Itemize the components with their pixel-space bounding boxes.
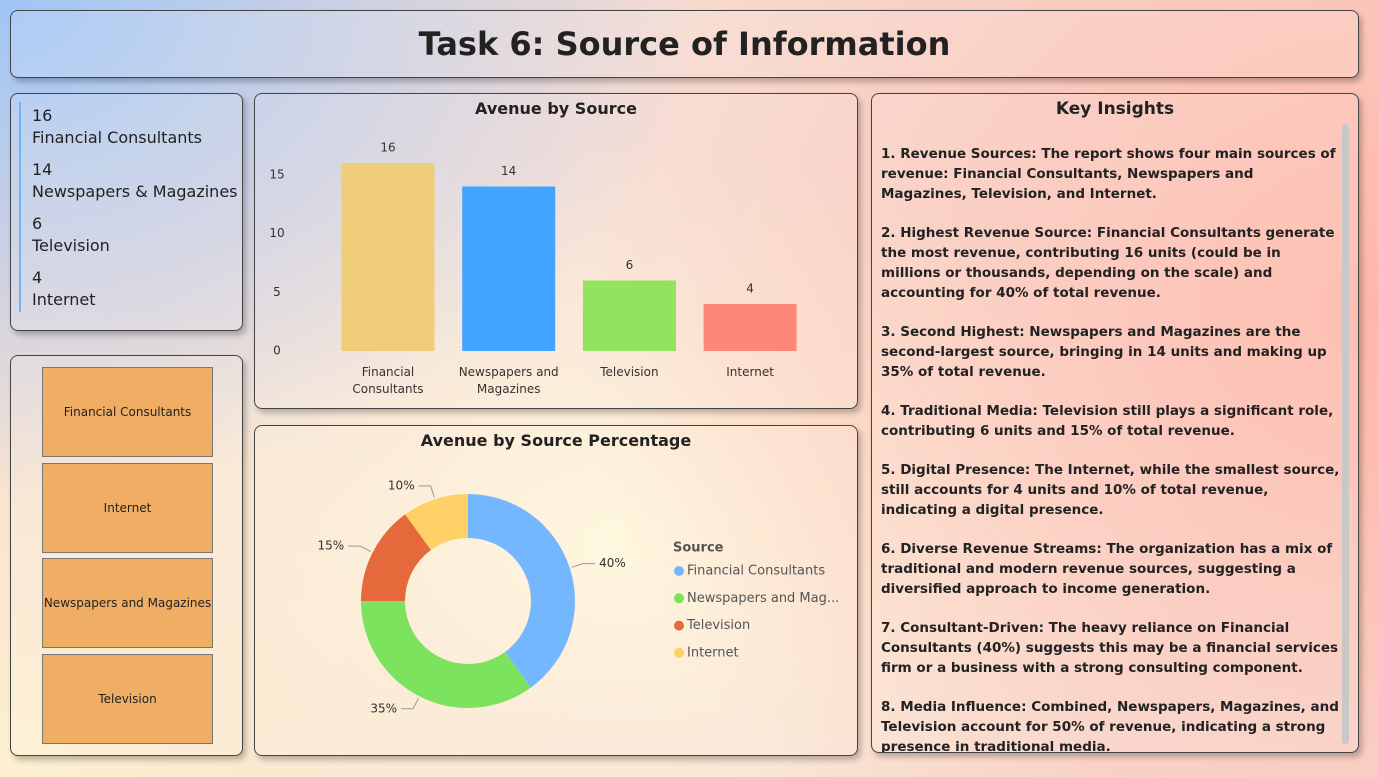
legend-swatch [674,620,684,631]
legend-title: Source [673,541,724,556]
card-label: Internet [32,290,96,309]
card-accent [19,102,21,312]
card-label: Financial Consultants [32,128,202,147]
data-label: 16 [380,141,395,155]
header: Task 6: Source of Information [10,10,1359,78]
legend-label: Financial Consultants [687,564,825,579]
card-value: 6 [32,214,43,233]
legend-label: Television [686,618,750,633]
donut-slice [468,494,575,688]
data-label: 4 [746,282,754,296]
insight: 3. Second Highest: Newspapers and Magazi… [881,324,1327,380]
insights-title: Key Insights [1055,99,1175,119]
bar [582,280,676,351]
data-label: 35% [370,701,397,715]
data-label: 15% [318,539,345,553]
donut-panel: Avenue by Source Percentage 40% Financial … [254,425,858,756]
bar [703,304,797,351]
insight: 1. Revenue Sources: The report shows fou… [881,146,1336,202]
card: 16 Financial Consultants [32,105,202,149]
card: 6 Television [32,213,110,257]
data-label: 14 [501,164,516,178]
data-label: 40% [599,556,626,570]
insight: 2. Highest Revenue Source: Financial Con… [881,225,1335,301]
x-tick-label: Television [600,365,659,379]
leader-line [571,563,596,568]
donut-chart: 40% Financial Consultants 35% Newspapers an… [318,478,840,715]
leader-line [348,545,372,552]
x-tick-label: Internet [726,365,774,379]
x-tick-label: Financial Consultants [352,365,424,396]
card: 4 Internet [32,267,96,311]
donut-slice [361,514,431,601]
card-value: 4 [32,268,43,287]
bar-chart: 0 5 10 15 16 14 6 4 [269,141,797,358]
legend-label: Internet [687,645,739,660]
legend-swatch [674,593,684,604]
legend-swatch [674,566,684,576]
legend-label: Newspapers and Mag... [687,591,839,606]
slicer-item[interactable]: Newspapers and Magazines [42,558,213,648]
y-tick-label: 10 [269,226,284,240]
card-value: 16 [32,106,53,125]
leader-line [401,697,419,710]
slicer-item[interactable]: Television [42,653,213,744]
donut-slice [361,601,531,708]
insight: 7. Consultant-Driven: The heavy reliance… [881,620,1339,676]
data-label: 10% [388,478,415,492]
slicer-item[interactable]: Internet [42,462,213,553]
insight: 4. Traditional Media: Television still p… [881,403,1334,439]
donut-slice [405,494,468,551]
y-tick-label: 0 [273,344,281,358]
slicer-panel: Financial Consultants Internet Newspapers … [10,355,243,756]
data-label: 6 [626,258,634,272]
slicer-item[interactable]: Financial Consultants [42,367,213,457]
insight: 5. Digital Presence: The Internet, while… [881,462,1340,518]
card-value: 14 [32,160,53,179]
card-panel: 16 Financial Consultants 14 Newspapers & Ma… [10,93,243,331]
bar-panel: Avenue by Source 0 5 10 15 16 14 6 4 Financial Co… [254,93,858,409]
legend-swatch [674,647,684,658]
scrollbar[interactable] [1342,124,1349,744]
insights-list: 1. Revenue Sources: The report shows fou… [881,144,1343,753]
chart-title: Avenue by Source Percentage [420,431,692,450]
x-tick-label: Newspapers and Magazines [458,365,559,396]
bar [341,163,435,351]
page-title: Task 6: Source of Information [418,25,951,63]
leader-line [418,485,435,498]
y-tick-label: 5 [273,285,281,299]
card: 14 Newspapers & Magazines [32,159,238,203]
chart-title: Avenue by Source [475,99,637,118]
y-tick-label: 15 [269,167,284,181]
bar [462,186,556,351]
insight: 6. Diverse Revenue Streams: The organiza… [881,541,1333,597]
insights-panel: Key Insights 1. Revenue Sources: The rep… [871,93,1359,753]
card-label: Television [32,236,110,255]
insight: 8. Media Influence: Combined, Newspapers… [881,699,1339,753]
card-label: Newspapers & Magazines [32,182,238,201]
